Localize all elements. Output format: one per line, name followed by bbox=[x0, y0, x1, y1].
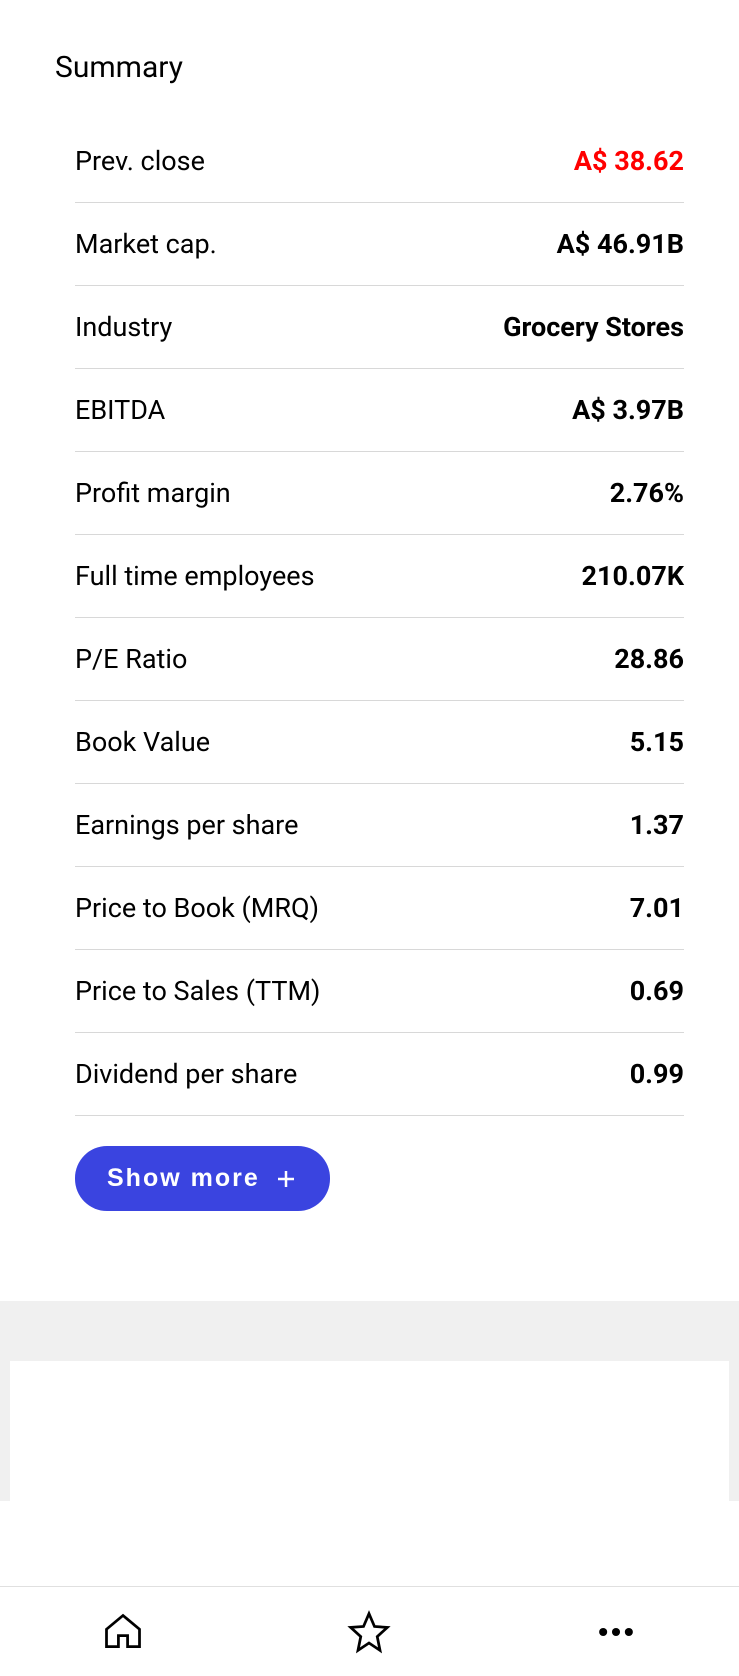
row-label: Book Value bbox=[75, 726, 210, 758]
row-label: Profit margin bbox=[75, 477, 231, 509]
row-value: 5.15 bbox=[630, 726, 684, 758]
table-row: Industry Grocery Stores bbox=[75, 286, 684, 369]
row-label: Industry bbox=[75, 311, 172, 343]
row-label: Full time employees bbox=[75, 560, 315, 592]
show-more-label: Show more bbox=[107, 1164, 260, 1193]
table-row: Price to Book (MRQ) 7.01 bbox=[75, 867, 684, 950]
row-label: EBITDA bbox=[75, 394, 165, 426]
row-label: Price to Sales (TTM) bbox=[75, 975, 320, 1007]
row-value: Grocery Stores bbox=[503, 311, 684, 343]
table-row: Price to Sales (TTM) 0.69 bbox=[75, 950, 684, 1033]
show-more-button[interactable]: Show more bbox=[75, 1146, 330, 1211]
bottom-nav bbox=[0, 1586, 739, 1676]
home-icon bbox=[101, 1610, 145, 1654]
table-row: Book Value 5.15 bbox=[75, 701, 684, 784]
nav-favorites[interactable] bbox=[344, 1607, 394, 1657]
star-icon bbox=[347, 1610, 391, 1654]
table-row: P/E Ratio 28.86 bbox=[75, 618, 684, 701]
row-label: Dividend per share bbox=[75, 1058, 297, 1090]
more-icon bbox=[594, 1610, 638, 1654]
table-row: EBITDA A$ 3.97B bbox=[75, 369, 684, 452]
table-row: Full time employees 210.07K bbox=[75, 535, 684, 618]
plus-icon bbox=[274, 1167, 298, 1191]
row-value: 1.37 bbox=[630, 809, 684, 841]
row-value: 7.01 bbox=[630, 892, 684, 924]
row-value: A$ 46.91B bbox=[557, 228, 684, 260]
row-label: Earnings per share bbox=[75, 809, 298, 841]
table-row: Dividend per share 0.99 bbox=[75, 1033, 684, 1116]
summary-title: Summary bbox=[55, 50, 684, 85]
nav-more[interactable] bbox=[591, 1607, 641, 1657]
row-label: P/E Ratio bbox=[75, 643, 187, 675]
summary-section: Summary Prev. close A$ 38.62 Market cap.… bbox=[0, 0, 739, 1501]
nav-home[interactable] bbox=[98, 1607, 148, 1657]
summary-table: Prev. close A$ 38.62 Market cap. A$ 46.9… bbox=[55, 120, 684, 1116]
row-value: 0.69 bbox=[630, 975, 684, 1007]
row-value: A$ 38.62 bbox=[574, 145, 684, 177]
table-row: Market cap. A$ 46.91B bbox=[75, 203, 684, 286]
row-label: Market cap. bbox=[75, 228, 217, 260]
row-label: Prev. close bbox=[75, 145, 205, 177]
row-label: Price to Book (MRQ) bbox=[75, 892, 319, 924]
table-row: Prev. close A$ 38.62 bbox=[75, 120, 684, 203]
description-section bbox=[0, 1301, 739, 1501]
row-value: 2.76% bbox=[610, 477, 684, 509]
row-value: A$ 3.97B bbox=[572, 394, 684, 426]
table-row: Earnings per share 1.37 bbox=[75, 784, 684, 867]
row-value: 210.07K bbox=[582, 560, 684, 592]
row-value: 0.99 bbox=[630, 1058, 684, 1090]
row-value: 28.86 bbox=[614, 643, 684, 675]
table-row: Profit margin 2.76% bbox=[75, 452, 684, 535]
